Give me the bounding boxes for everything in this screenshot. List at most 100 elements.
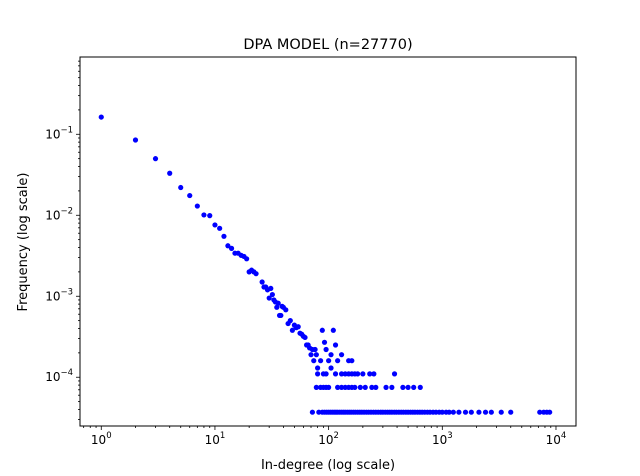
y-tick-label: 10−2	[45, 206, 73, 222]
data-point	[278, 312, 284, 319]
data-point	[338, 384, 345, 390]
data-point	[315, 371, 321, 377]
data-point	[332, 342, 339, 348]
data-point	[450, 409, 456, 415]
data-point	[357, 384, 363, 390]
data-point	[468, 409, 474, 415]
x-tick-label: 103	[432, 431, 453, 447]
data-point	[178, 184, 184, 191]
data-point	[152, 156, 159, 162]
data-point	[253, 271, 259, 277]
data-point	[302, 334, 308, 341]
data-point	[313, 384, 319, 390]
data-point	[268, 285, 274, 292]
data-point	[335, 358, 341, 364]
data-point	[482, 409, 489, 415]
data-point	[287, 318, 293, 324]
data-point	[289, 327, 295, 333]
data-point	[274, 304, 280, 310]
data-point	[405, 384, 411, 390]
data-point	[446, 409, 452, 415]
data-point	[321, 339, 328, 345]
data-point	[311, 358, 317, 364]
data-point	[212, 222, 218, 228]
data-point	[411, 384, 417, 390]
data-point	[228, 245, 235, 251]
y-tick-label: 10−1	[45, 125, 73, 141]
data-point	[201, 212, 207, 218]
data-point	[508, 409, 514, 415]
data-point	[338, 352, 345, 358]
data-point	[309, 409, 316, 415]
data-point	[225, 243, 231, 249]
data-point	[439, 409, 445, 415]
x-axis-label: In-degree (log scale)	[261, 458, 395, 473]
data-point	[326, 384, 332, 390]
data-point	[308, 352, 314, 358]
data-point	[266, 295, 272, 301]
data-point	[537, 409, 543, 415]
data-point	[217, 225, 223, 231]
data-point	[283, 307, 289, 313]
x-tick-label: 100	[91, 431, 112, 447]
data-point	[369, 384, 375, 390]
data-point	[318, 358, 324, 364]
plot-frame	[79, 56, 577, 427]
data-point	[295, 324, 301, 330]
data-point	[346, 371, 352, 377]
data-point	[332, 371, 339, 377]
data-point	[187, 192, 193, 199]
data-point	[462, 409, 469, 415]
data-point	[391, 371, 398, 377]
data-point	[389, 384, 395, 390]
data-point	[98, 114, 104, 120]
data-point	[349, 358, 355, 364]
x-tick-label: 104	[546, 431, 567, 447]
data-point	[328, 365, 334, 371]
y-tick-label: 10−3	[45, 287, 73, 303]
axis-ticks: 100 101 102 103 104 10−4 10−3 10−2 10−1	[45, 60, 567, 447]
data-point	[476, 409, 482, 415]
data-point	[323, 346, 329, 353]
data-point	[373, 384, 379, 390]
data-point	[326, 358, 332, 364]
data-point	[319, 327, 325, 333]
data-point	[221, 233, 227, 239]
data-point	[371, 371, 377, 377]
data-point	[194, 203, 200, 209]
data-point	[330, 327, 336, 333]
data-point	[269, 291, 275, 298]
data-point	[167, 170, 173, 176]
y-axis-label: Frequency (log scale)	[16, 173, 31, 312]
data-point	[259, 279, 265, 285]
data-point	[338, 371, 345, 377]
data-point	[488, 409, 494, 415]
data-point	[362, 384, 368, 390]
x-tick-label: 102	[318, 431, 339, 447]
data-point	[312, 346, 318, 353]
data-point	[352, 384, 358, 390]
x-tick-label: 101	[205, 431, 226, 447]
data-point	[132, 137, 139, 143]
data-point	[360, 371, 366, 377]
data-point	[315, 365, 321, 371]
chart-title: DPA MODEL (n=27770)	[243, 37, 412, 53]
y-tick-label: 10−4	[45, 368, 73, 384]
data-point	[383, 384, 389, 390]
data-point	[323, 371, 329, 377]
data-point	[456, 409, 462, 415]
data-point	[498, 409, 504, 415]
data-point	[547, 409, 553, 415]
data-point	[313, 352, 319, 358]
data-point	[244, 256, 250, 262]
data-points	[98, 114, 553, 415]
data-point	[417, 384, 423, 390]
data-point	[207, 213, 213, 219]
data-point	[355, 371, 361, 377]
data-point	[275, 300, 281, 306]
data-point	[367, 371, 373, 377]
data-point	[400, 384, 406, 390]
data-point	[335, 384, 341, 390]
